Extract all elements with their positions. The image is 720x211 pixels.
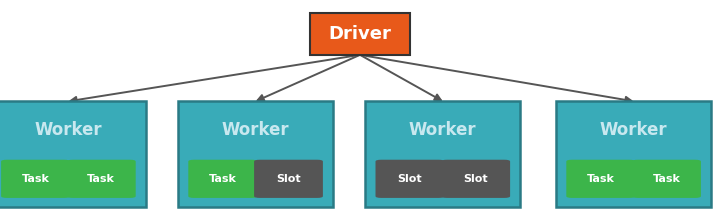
FancyBboxPatch shape [556,101,711,207]
FancyBboxPatch shape [632,160,701,198]
Text: Task: Task [652,174,680,184]
Text: Worker: Worker [35,121,102,139]
FancyBboxPatch shape [67,160,135,198]
FancyBboxPatch shape [189,160,257,198]
FancyBboxPatch shape [1,160,70,198]
FancyBboxPatch shape [310,13,410,55]
FancyBboxPatch shape [254,160,323,198]
Text: Task: Task [22,174,50,184]
FancyBboxPatch shape [0,101,145,207]
Text: Task: Task [587,174,615,184]
Text: Driver: Driver [328,25,392,43]
FancyBboxPatch shape [567,160,635,198]
Text: Worker: Worker [600,121,667,139]
Text: Worker: Worker [222,121,289,139]
Text: Task: Task [209,174,237,184]
FancyBboxPatch shape [441,160,510,198]
Text: Task: Task [87,174,115,184]
Text: Worker: Worker [409,121,477,139]
Text: Slot: Slot [464,174,488,184]
FancyBboxPatch shape [179,101,333,207]
Text: Slot: Slot [397,174,422,184]
FancyBboxPatch shape [365,101,520,207]
FancyBboxPatch shape [376,160,444,198]
Text: Slot: Slot [276,174,301,184]
